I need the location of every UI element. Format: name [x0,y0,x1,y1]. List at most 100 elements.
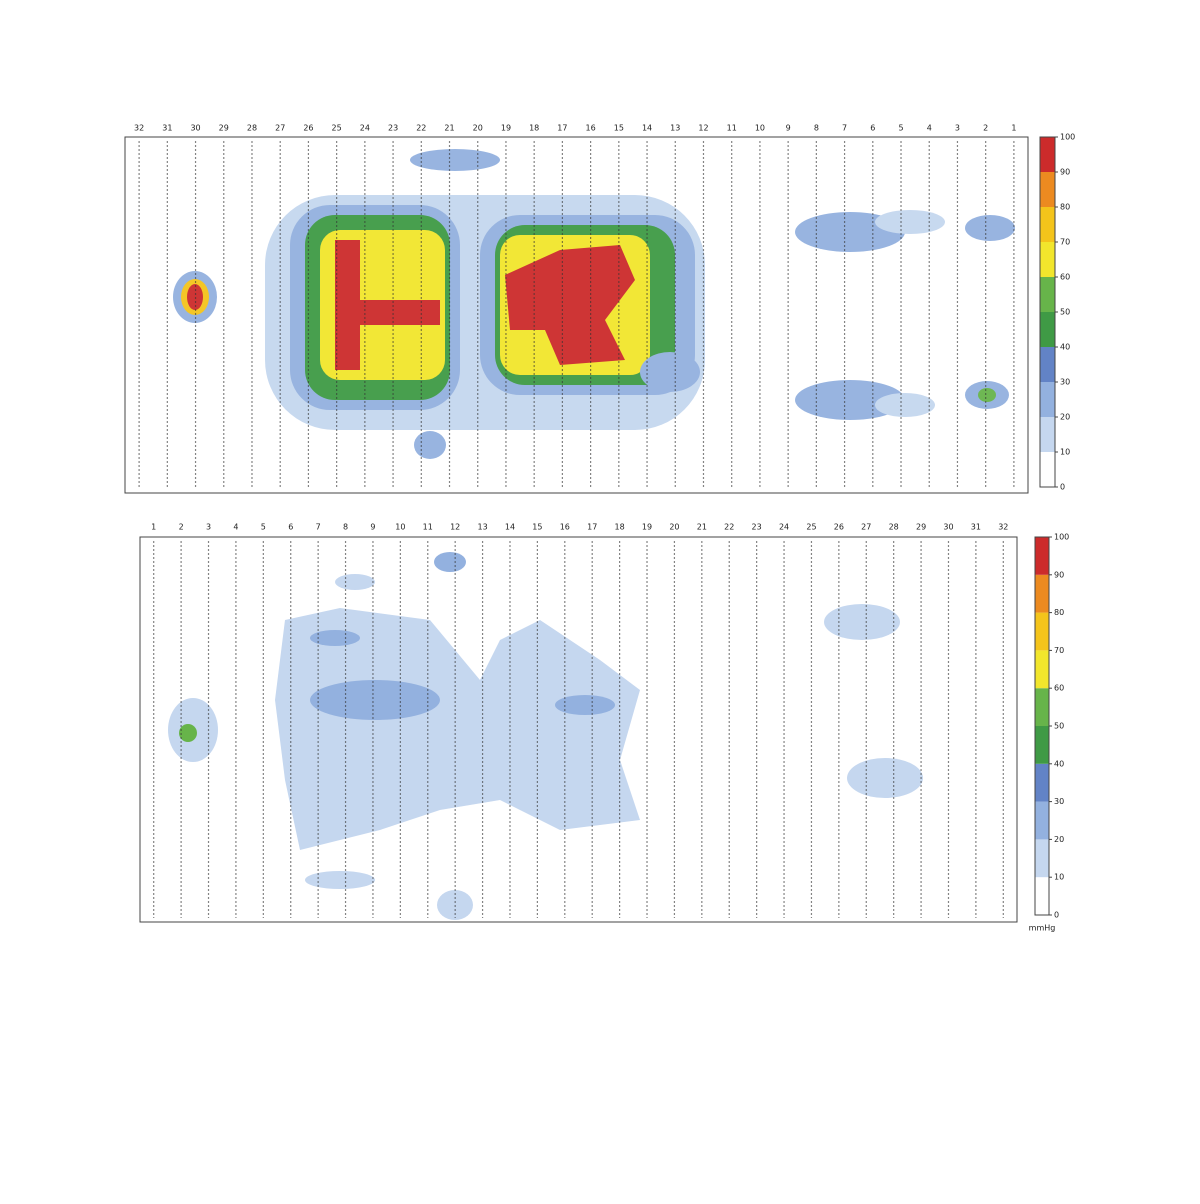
column-label: 32 [998,523,1008,532]
colorbar-unit: mmHg [1029,924,1056,933]
column-label: 3 [206,523,211,532]
colorbar-segment [1040,382,1055,417]
colorbar-segment [1035,612,1049,651]
column-label: 28 [889,523,899,532]
column-label: 26 [834,523,844,532]
column-label: 13 [670,124,680,133]
colorbar-segment [1040,207,1055,242]
colorbar-segment [1040,242,1055,277]
column-label: 8 [343,523,348,532]
colorbar-segment [1040,312,1055,347]
column-label: 2 [179,523,184,532]
column-label: 6 [870,124,875,133]
column-label: 2 [983,124,988,133]
colorbar-segment [1035,839,1049,878]
colorbar-segment [1040,452,1055,487]
column-label: 11 [727,124,737,133]
column-label: 7 [316,523,321,532]
colorbar-tick-label: 10 [1060,448,1070,457]
colorbar-tick-label: 90 [1054,570,1064,579]
colorbar-tick-label: 80 [1054,608,1064,617]
colorbar-tick-label: 70 [1054,646,1064,655]
column-label: 8 [814,124,819,133]
colorbar-segment [1040,277,1055,312]
column-label: 30 [190,124,200,133]
bottom-frame [139,536,1018,923]
column-label: 1 [151,523,156,532]
column-label: 26 [303,124,313,133]
colorbar-tick-label: 80 [1060,203,1070,212]
column-label: 20 [473,124,483,133]
column-label: 25 [806,523,816,532]
column-label: 25 [332,124,342,133]
colorbar-tick-label: 100 [1060,133,1075,142]
colorbar-tick-label: 40 [1054,759,1064,768]
colorbar-segment [1035,688,1049,726]
column-label: 29 [916,523,926,532]
column-label: 11 [423,523,433,532]
column-label: 29 [219,124,229,133]
column-label: 14 [505,523,515,532]
column-label: 27 [275,124,285,133]
colorbar-tick-label: 40 [1060,343,1070,352]
colorbar-tick-label: 0 [1060,483,1065,492]
column-label: 1 [1011,124,1016,133]
column-label: 12 [698,124,708,133]
column-label: 6 [288,523,293,532]
column-label: 4 [927,124,932,133]
column-label: 31 [971,523,981,532]
colorbar-segment [1035,877,1049,915]
colorbar-tick-label: 60 [1054,684,1064,693]
colorbar-segment [1040,347,1055,382]
bottom-heat [168,552,923,920]
colorbar-segment [1035,763,1049,802]
colorbar-tick-label: 90 [1060,168,1070,177]
column-label: 28 [247,124,257,133]
colorbar-tick-label: 70 [1060,238,1070,247]
colorbar-tick-label: 0 [1054,911,1059,920]
colorbar-tick-label: 50 [1054,722,1064,731]
column-label: 4 [233,523,238,532]
column-label: 16 [586,124,596,133]
colorbar-tick-label: 20 [1060,413,1070,422]
colorbar-tick-label: 30 [1060,378,1070,387]
column-label: 23 [388,124,398,133]
colorbar-segment [1035,801,1049,840]
colorbar-tick-label: 50 [1060,308,1070,317]
column-label: 18 [529,124,539,133]
column-label: 15 [614,124,624,133]
colorbar-tick-label: 60 [1060,273,1070,282]
colorbar-segment [1035,726,1049,764]
column-label: 15 [532,523,542,532]
column-label: 18 [615,523,625,532]
column-label: 5 [898,124,903,133]
column-label: 22 [416,124,426,133]
column-label: 17 [557,124,567,133]
column-label: 21 [444,124,454,133]
colorbar-segment [1035,650,1049,689]
column-label: 10 [755,124,765,133]
column-label: 27 [861,523,871,532]
column-label: 3 [955,124,960,133]
column-label: 24 [360,124,370,133]
column-label: 19 [642,523,652,532]
column-label: 9 [370,523,375,532]
column-label: 17 [587,523,597,532]
column-label: 24 [779,523,789,532]
column-label: 22 [724,523,734,532]
column-label: 10 [395,523,405,532]
column-label: 9 [786,124,791,133]
top-heat [173,149,1015,459]
colorbar-segment [1035,537,1049,575]
top-frame [124,136,1029,494]
column-label: 19 [501,124,511,133]
colorbar-tick-label: 30 [1054,797,1064,806]
colorbar-segment [1035,574,1049,613]
colorbar-tick-label: 100 [1054,533,1069,542]
column-label: 16 [560,523,570,532]
colorbar-segment [1040,417,1055,452]
column-label: 13 [477,523,487,532]
column-label: 32 [134,124,144,133]
column-label: 21 [697,523,707,532]
